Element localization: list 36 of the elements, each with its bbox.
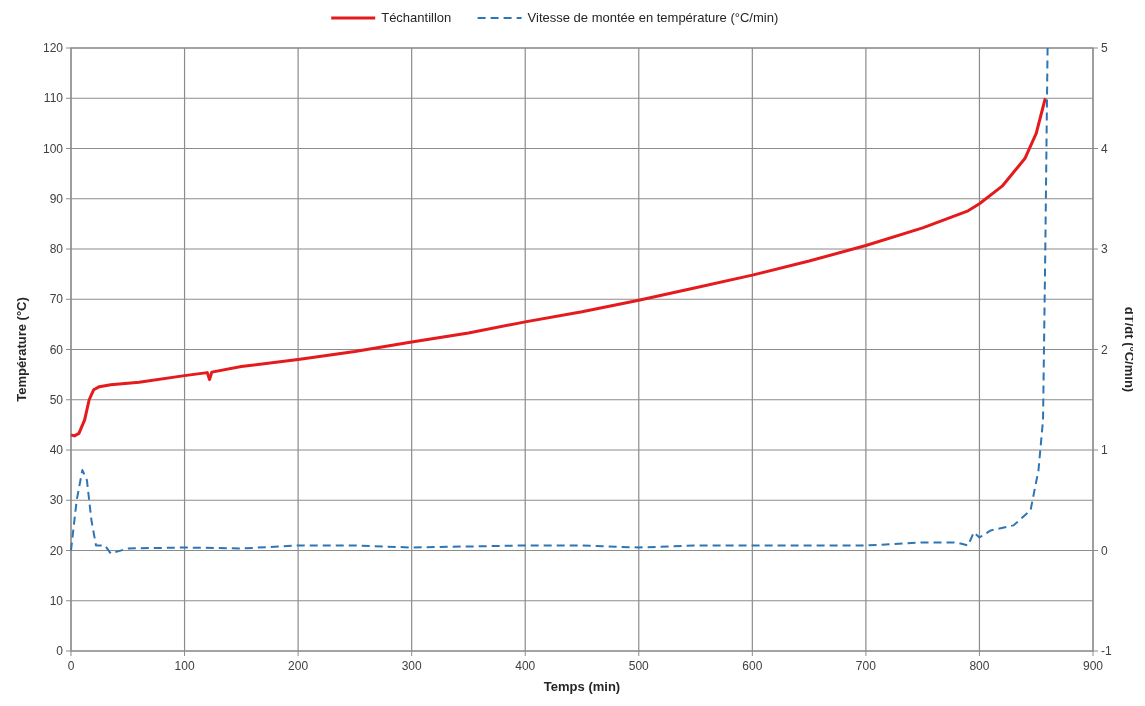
y2-tick-label: 0: [1101, 543, 1108, 558]
x-tick-label: 600: [742, 659, 763, 673]
y-tick-label: 80: [49, 242, 64, 257]
y2-tick-label: 1: [1101, 443, 1108, 458]
y2-tick-label: 2: [1101, 342, 1108, 357]
legend-label: Téchantillon: [381, 10, 452, 25]
x-axis-title: Temps (min): [543, 679, 621, 694]
x-tick-label: 0: [67, 659, 75, 673]
y2-tick-label: 4: [1101, 141, 1108, 156]
y-tick-label: 30: [49, 493, 64, 508]
y-tick-label: 50: [49, 392, 64, 407]
x-tick-label: 700: [855, 659, 877, 673]
y-tick-label: 110: [43, 91, 64, 106]
y-tick-label: 20: [49, 543, 64, 558]
x-tick-label: 300: [401, 659, 422, 673]
x-tick-label: 900: [1082, 659, 1104, 673]
y-tick-label: 70: [49, 292, 64, 307]
y-tick-label: 90: [49, 191, 64, 206]
y-tick-label: 60: [49, 342, 64, 357]
legend-label: Vitesse de montée en température (°C/min): [527, 10, 779, 25]
x-tick-label: 200: [288, 659, 309, 673]
x-tick-label: 500: [628, 659, 650, 673]
y-axis-title: Température (°C): [14, 297, 29, 402]
x-tick-label: 800: [969, 659, 990, 673]
line-series: [69, 96, 1047, 438]
y-tick-label: 120: [42, 41, 64, 56]
y-tick-label: 0: [56, 644, 64, 659]
y2-tick-label: 5: [1101, 41, 1108, 56]
y2-tick-label: -1: [1101, 644, 1112, 659]
y-tick-label: 100: [42, 141, 64, 156]
line-series: [70, 47, 1049, 555]
y-tick-label: 40: [49, 443, 64, 458]
y2-tick-label: 3: [1101, 242, 1108, 257]
y-tick-label: 10: [49, 593, 64, 608]
x-tick-label: 100: [174, 659, 195, 673]
x-tick-label: 400: [515, 659, 536, 673]
